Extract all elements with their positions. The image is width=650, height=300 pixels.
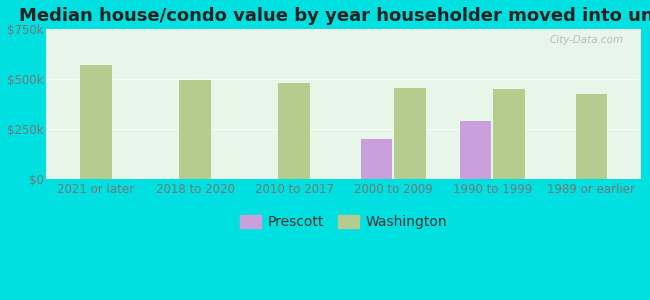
Bar [395, 88, 426, 179]
Bar [278, 83, 310, 179]
Legend: Prescott, Washington: Prescott, Washington [235, 210, 453, 235]
Bar [460, 121, 491, 179]
Bar [80, 65, 112, 179]
Bar [493, 89, 525, 179]
Text: City-Data.com: City-Data.com [549, 35, 623, 45]
Bar [179, 80, 211, 179]
Bar [361, 139, 392, 179]
Bar [576, 94, 607, 179]
Title: Median house/condo value by year householder moved into unit: Median house/condo value by year househo… [19, 7, 650, 25]
